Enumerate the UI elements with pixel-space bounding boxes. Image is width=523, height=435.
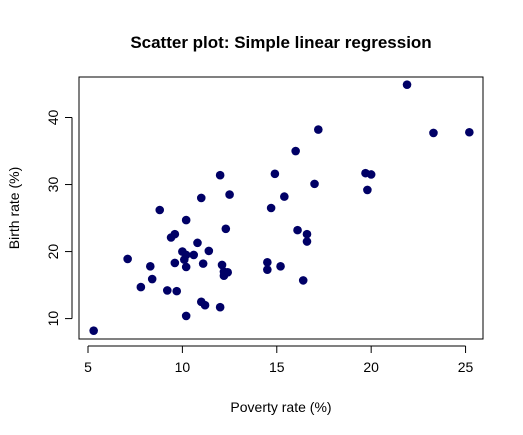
- data-point: [215, 170, 225, 180]
- data-point: [217, 260, 227, 270]
- data-point: [155, 205, 165, 215]
- data-point: [123, 254, 132, 264]
- data-point: [147, 274, 157, 284]
- data-point: [465, 127, 474, 137]
- data-point: [270, 169, 280, 179]
- data-point: [225, 190, 234, 199]
- y-tick-label: 10: [45, 311, 61, 327]
- data-point: [402, 80, 412, 89]
- data-point: [302, 229, 312, 239]
- data-point: [291, 146, 300, 156]
- data-point: [181, 250, 191, 260]
- data-point: [363, 185, 372, 195]
- x-axis: 5 10 15 20 25: [84, 345, 474, 375]
- data-point: [181, 215, 191, 225]
- chart-title: Scatter plot: Simple linear regression: [130, 33, 431, 52]
- data-point: [298, 276, 308, 285]
- data-point: [223, 268, 232, 277]
- x-tick-label: 15: [269, 359, 285, 375]
- data-point: [263, 257, 272, 267]
- y-axis: 10 20 30 40: [45, 110, 73, 327]
- data-point: [181, 311, 191, 321]
- y-tick-label: 30: [45, 177, 61, 193]
- data-point: [314, 125, 323, 134]
- data-point: [172, 286, 182, 296]
- x-tick-label: 5: [84, 359, 92, 375]
- data-point: [215, 302, 225, 312]
- data-point: [89, 326, 98, 335]
- data-point: [293, 225, 302, 235]
- x-tick-label: 20: [363, 359, 379, 375]
- data-point: [170, 258, 180, 268]
- data-point: [136, 282, 146, 292]
- data-point: [170, 229, 180, 239]
- y-axis-label: Birth rate (%): [6, 167, 22, 249]
- data-point: [221, 224, 231, 234]
- x-axis-label: Poverty rate (%): [230, 399, 331, 415]
- data-point: [310, 179, 319, 189]
- data-point: [302, 237, 312, 246]
- data-point: [276, 262, 285, 271]
- data-points: [89, 80, 474, 335]
- data-point: [145, 262, 155, 271]
- data-point: [263, 265, 272, 274]
- data-point: [193, 238, 202, 248]
- data-point: [189, 250, 199, 260]
- data-point: [200, 300, 210, 310]
- y-tick-label: 20: [45, 244, 61, 260]
- data-point: [266, 203, 276, 213]
- data-point: [204, 246, 214, 256]
- x-tick-label: 25: [458, 359, 474, 375]
- data-point: [162, 286, 172, 295]
- data-point: [181, 262, 191, 272]
- plot-frame: [78, 76, 484, 340]
- data-point: [198, 259, 208, 268]
- data-point: [429, 128, 438, 138]
- data-point: [196, 193, 206, 203]
- x-tick-label: 10: [175, 359, 191, 375]
- data-point: [366, 170, 376, 179]
- y-tick-label: 40: [45, 110, 61, 126]
- data-point: [280, 192, 289, 201]
